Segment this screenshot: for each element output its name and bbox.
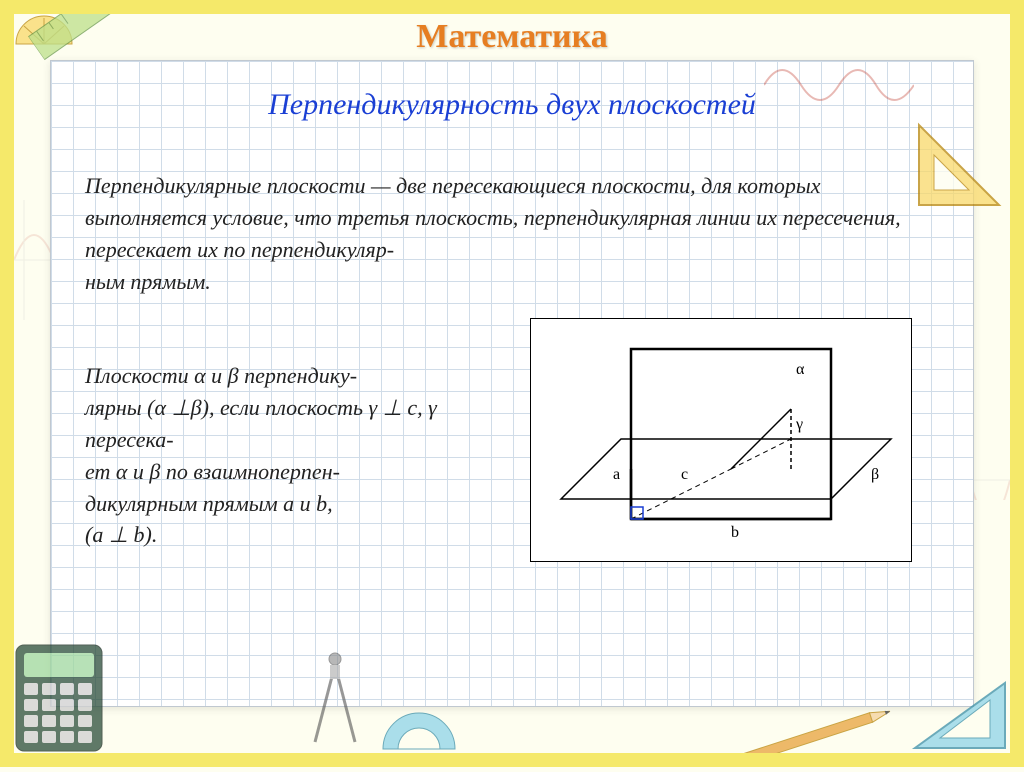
perpendicular-planes-diagram: α β γ a b c: [530, 318, 912, 562]
sine-wave-icon: [764, 55, 914, 115]
set-square-icon: [914, 120, 1004, 210]
label-a: a: [613, 466, 620, 483]
section-title: Перпендикулярность двух плоскостей: [268, 88, 756, 122]
label-c: c: [681, 466, 688, 483]
label-b: b: [731, 524, 739, 541]
calculator-icon: [14, 643, 104, 753]
label-gamma: γ: [795, 416, 803, 433]
page-header-title: Математика: [416, 18, 607, 56]
set-square-bottom-icon: [910, 678, 1010, 753]
definition-paragraph-2: Плоскости α и β перпендику-лярны (α ⊥β),…: [85, 360, 505, 551]
label-beta: β: [871, 466, 879, 483]
protractor-bottom-icon: [380, 709, 458, 751]
pencil-icon: [736, 705, 892, 768]
definition-paragraph-1: Перпендикулярные плоскости — две пересек…: [85, 170, 935, 298]
label-alpha: α: [796, 361, 805, 378]
ruler-icon: [18, 0, 197, 67]
compass-icon: [300, 647, 370, 747]
